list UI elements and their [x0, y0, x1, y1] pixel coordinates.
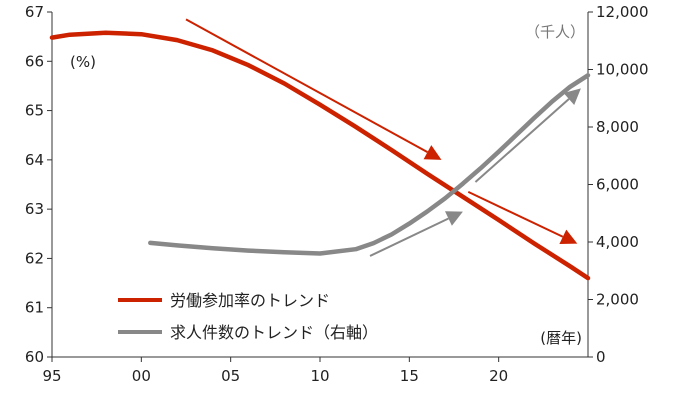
left-tick-label: 66 — [25, 52, 44, 70]
annotation-arrow-head — [563, 88, 581, 105]
annotation-arrow-head — [445, 211, 463, 226]
annotation-arrow-shaft — [467, 190, 564, 238]
legend-label-labor-participation: 労働参加率のトレンド — [170, 291, 330, 310]
legend-label-job-openings: 求人件数のトレンド（右軸） — [170, 323, 378, 342]
left-axis-ticks: 60 61 62 63 64 65 66 67 — [25, 3, 52, 366]
series-line-labor-participation — [49, 30, 591, 281]
x-tick-label: 00 — [132, 367, 151, 385]
left-tick-label: 62 — [25, 249, 44, 267]
annotation-arrow-shaft — [369, 217, 449, 257]
right-tick-label: 6,000 — [596, 176, 639, 194]
annotation-arrows — [185, 18, 581, 257]
right-axis-ticks: 0 2,000 4,000 6,000 8,000 10,000 12,000 — [588, 3, 649, 366]
left-tick-label: 65 — [25, 102, 44, 120]
x-tick-label: 05 — [221, 367, 240, 385]
x-tick-label: 10 — [310, 367, 329, 385]
right-tick-label: 8,000 — [596, 118, 639, 136]
left-tick-label: 64 — [25, 151, 44, 169]
x-tick-label: 20 — [489, 367, 508, 385]
left-tick-label: 60 — [25, 348, 44, 366]
x-tick-label: 95 — [42, 367, 61, 385]
left-tick-label: 63 — [25, 200, 44, 218]
right-tick-label: 2,000 — [596, 291, 639, 309]
annotation-arrow-shaft — [185, 18, 428, 154]
x-axis-ticks: 95 00 05 10 15 20 — [42, 357, 508, 385]
x-tick-label: 15 — [400, 367, 419, 385]
right-tick-label: 12,000 — [596, 3, 649, 21]
right-tick-label: 0 — [596, 348, 606, 366]
x-axis-unit: (暦年) — [540, 329, 582, 347]
series-layer — [49, 30, 591, 281]
annotation-arrow-head — [423, 145, 442, 160]
right-tick-label: 10,000 — [596, 61, 649, 79]
annotation-arrow-shaft — [474, 98, 570, 183]
annotation-arrow-head — [559, 229, 578, 244]
left-axis-unit: (%) — [70, 53, 96, 71]
right-tick-label: 4,000 — [596, 233, 639, 251]
legend: 労働参加率のトレンド 求人件数のトレンド（右軸） — [118, 291, 378, 342]
left-tick-label: 67 — [25, 3, 44, 21]
left-tick-label: 61 — [25, 299, 44, 317]
series-line-job-openings — [148, 73, 591, 256]
right-axis-unit: （千人） — [525, 23, 585, 41]
